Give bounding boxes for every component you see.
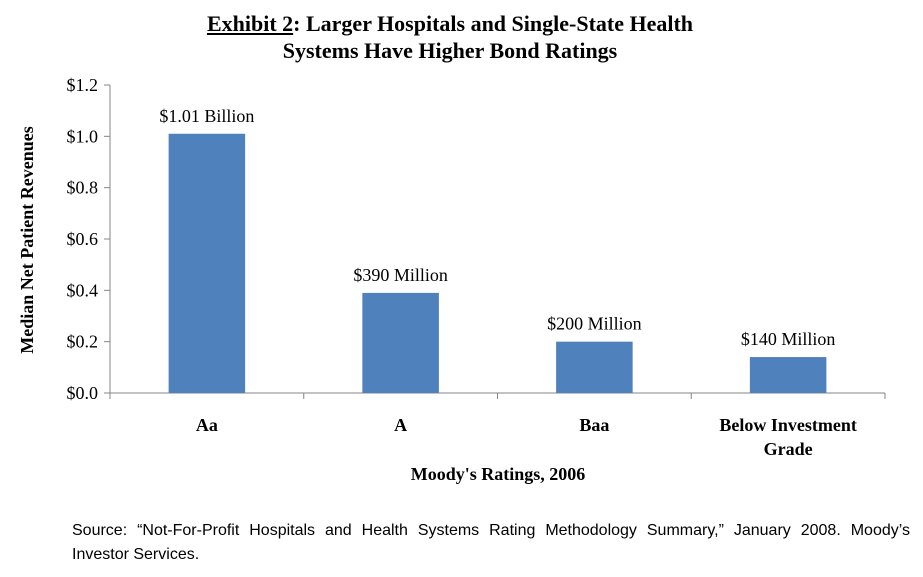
category-label: Below Investment [719, 415, 857, 435]
category-label: Aa [196, 415, 218, 435]
category-label: Grade [764, 439, 813, 459]
title-colon: : [293, 11, 301, 36]
y-tick-label: $0.8 [67, 178, 99, 198]
y-tick-label: $1.2 [67, 75, 99, 95]
bar [749, 357, 827, 393]
data-labels: $1.01 Billion $390 Million $200 Million $14… [159, 106, 835, 349]
chart-title: Exhibit 2: Larger Hospitals and Single-S… [0, 10, 900, 64]
title-line-2: Systems Have Higher Bond Ratings [282, 38, 618, 63]
bar [168, 133, 246, 393]
exhibit-label: Exhibit 2 [206, 11, 294, 36]
x-axis [109, 392, 886, 399]
x-axis-label: Moody's Ratings, 2006 [411, 464, 586, 484]
data-label: $1.01 Billion [159, 106, 254, 126]
title-line-1-text: Larger Hospitals and Single-State Health [300, 11, 694, 36]
y-tick-label: $0.4 [67, 280, 99, 300]
bar [556, 341, 633, 393]
y-tick-label: $0.6 [67, 229, 99, 249]
bars [168, 133, 827, 393]
category-label: Baa [579, 415, 609, 435]
data-label: $200 Million [547, 314, 642, 334]
category-label: A [394, 415, 407, 435]
category-labels: Aa A Baa Below Investment Grade [196, 415, 857, 459]
y-axis: $0.0 $0.2 $0.4 $0.6 $0.8 $1.0 $1.2 [67, 75, 111, 403]
y-tick-label: $0.0 [67, 383, 99, 403]
y-tick-label: $0.2 [67, 332, 99, 352]
bar [362, 292, 439, 393]
data-label: $390 Million [353, 265, 448, 285]
y-axis-label: Median Net Patient Revenues [17, 126, 37, 353]
source-note: Source: “Not-For-Profit Hospitals and He… [72, 522, 910, 563]
data-label: $140 Million [741, 329, 836, 349]
title-line-1: Exhibit 2: Larger Hospitals and Single-S… [0, 10, 900, 37]
bar-chart: $0.0 $0.2 $0.4 $0.6 $0.8 $1.0 $1.2 $1.01 Billi… [17, 75, 886, 484]
y-tick-label: $1.0 [67, 126, 99, 146]
